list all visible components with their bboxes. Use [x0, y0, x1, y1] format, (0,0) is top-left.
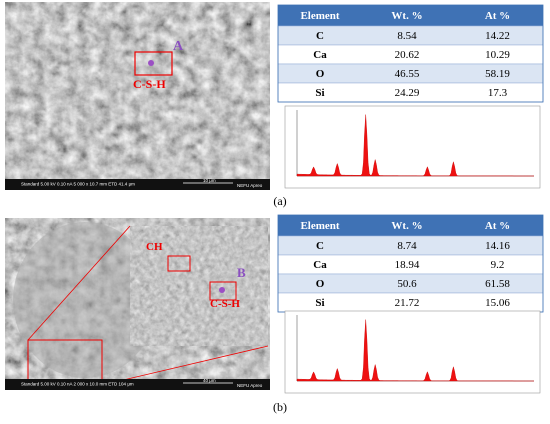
table-header: At %: [485, 220, 510, 232]
sem-footer: [5, 179, 270, 190]
point-box: [209, 281, 237, 301]
table-cell: 58.19: [485, 68, 510, 80]
spectrum-frame: [284, 105, 541, 189]
table-border: [277, 4, 544, 103]
inset: [129, 225, 269, 347]
particle: [13, 222, 157, 378]
table-cell: 15.06: [485, 297, 510, 309]
table-cell: Si: [315, 87, 324, 99]
table-header: At %: [485, 10, 510, 22]
footer-text: Standard 5.00 kV 0.10 nA 2 000 x 10.0 mm…: [21, 382, 134, 387]
table-header-bg: [278, 5, 543, 26]
panel-label: (a): [273, 194, 286, 208]
table-cell: 8.74: [397, 240, 417, 252]
table-cell: 50.6: [397, 278, 417, 290]
table-header: Wt. %: [391, 10, 422, 22]
scale-text: 40 μm: [203, 378, 216, 383]
table-cell: 14.22: [485, 30, 510, 42]
zoom-line: [101, 345, 269, 386]
table-cell: 20.62: [395, 49, 420, 61]
panel-label: (b): [273, 400, 287, 414]
phase-label: C-S-H: [210, 298, 240, 310]
table-cell: C: [316, 30, 324, 42]
spectrum: [296, 114, 534, 177]
table-cell: O: [316, 278, 325, 290]
spectrum-frame: [284, 310, 541, 394]
table-cell: Ca: [313, 49, 327, 61]
table-cell: 14.16: [485, 240, 510, 252]
sem-footer: [5, 379, 270, 390]
table-cell: 21.72: [395, 297, 420, 309]
table-cell: C: [316, 240, 324, 252]
lab-text: NEFU Apreo: [237, 383, 263, 388]
table-header-bg: [278, 215, 543, 236]
point-box: [134, 51, 173, 76]
table-header: Element: [300, 10, 339, 22]
table-cell: 46.55: [395, 68, 420, 80]
ch-box: [167, 255, 191, 272]
table-header: Element: [300, 220, 339, 232]
zoom-line: [27, 225, 131, 341]
scale-text: 10 μm: [203, 178, 216, 183]
point-label: A: [173, 39, 184, 54]
footer-text: Standard 5.00 kV 0.10 nA 5 000 x 10.7 mm…: [21, 182, 135, 187]
spectrum: [296, 319, 534, 382]
table-cell: 24.29: [395, 87, 420, 99]
table-cell: 61.58: [485, 278, 510, 290]
ch-label: CH: [146, 241, 163, 253]
table-cell: Si: [315, 297, 324, 309]
sem-image: [5, 2, 270, 190]
point-label: B: [237, 265, 246, 280]
table-cell: O: [316, 68, 325, 80]
table-cell: Ca: [313, 259, 327, 271]
table-cell: 10.29: [485, 49, 510, 61]
point-dot: [148, 60, 154, 66]
table-cell: 18.94: [395, 259, 420, 271]
table-cell: 8.54: [397, 30, 417, 42]
table-cell: 17.3: [488, 87, 508, 99]
lab-text: NEFU Apreo: [237, 183, 263, 188]
table-header: Wt. %: [391, 220, 422, 232]
table-cell: 9.2: [491, 259, 505, 271]
phase-label: C-S-H: [133, 77, 166, 91]
point-dot: [219, 287, 225, 293]
